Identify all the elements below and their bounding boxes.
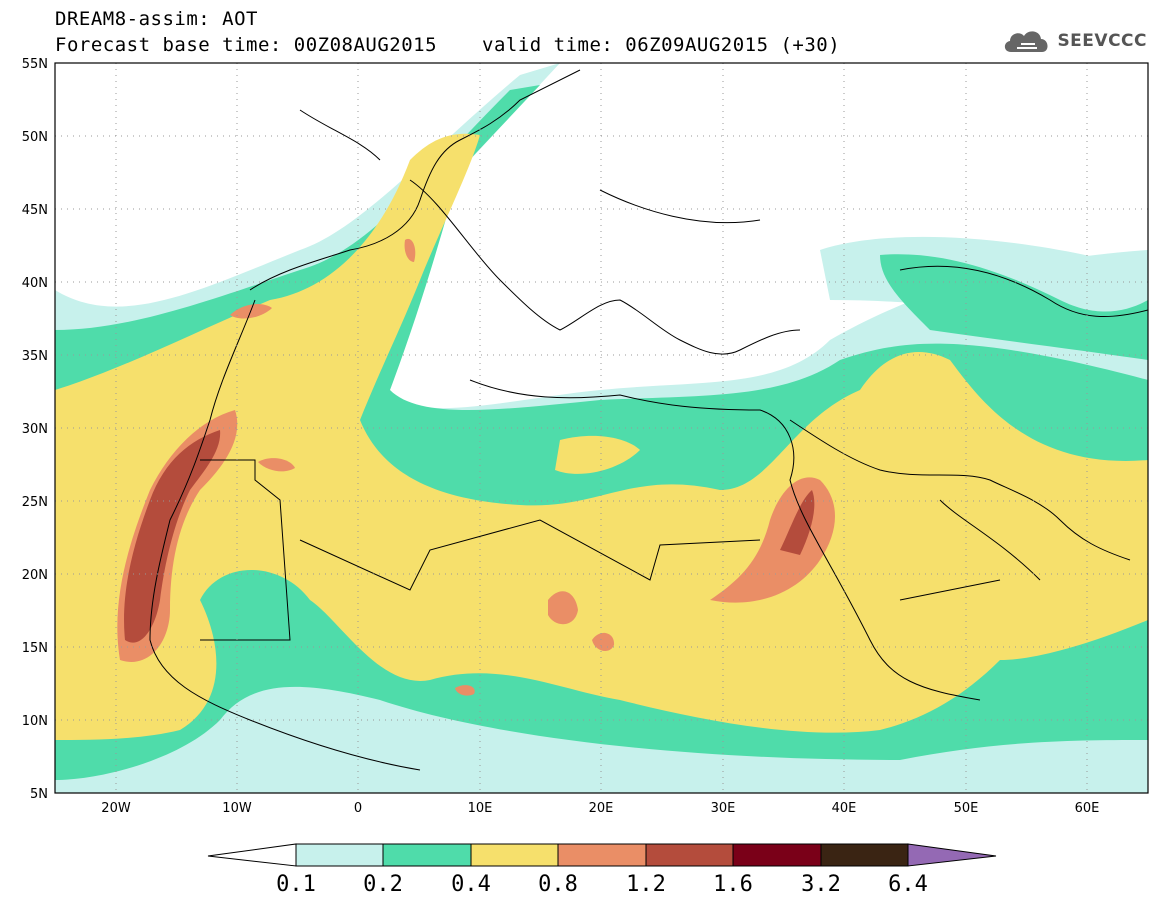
latitude-labels: 55N 50N 45N 40N 35N 30N 25N 20N 15N 10N …: [22, 57, 48, 802]
logo-text: SEEVCCC: [1057, 31, 1147, 51]
lon-label: 20W: [101, 801, 131, 816]
lon-label: 0: [354, 801, 362, 816]
coastlines: [149, 69, 1148, 771]
product-title: DREAM8-assim: AOT: [55, 8, 258, 30]
colorbar-low-arrow: [207, 843, 297, 867]
lat-label: 10N: [22, 714, 48, 729]
colorbar-label: 0.1: [276, 872, 316, 897]
colorbar-label: 6.4: [888, 872, 928, 897]
colorbar-label: 3.2: [801, 872, 841, 897]
colorbar-label: 0.4: [451, 872, 491, 897]
lon-label: 10E: [468, 801, 493, 816]
lon-label: 20E: [589, 801, 614, 816]
lat-label: 25N: [22, 495, 48, 510]
lon-label: 60E: [1075, 801, 1100, 816]
colorbar-high-arrow: [907, 843, 997, 867]
lat-label: 50N: [22, 130, 48, 145]
valid-time-label: valid time: 06Z09AUG2015 (+30): [482, 34, 841, 56]
longitude-labels: 20W 10W 0 10E 20E 30E 40E 50E 60E: [101, 801, 1099, 816]
colorbar-swatch: [295, 843, 384, 867]
lat-label: 30N: [22, 422, 48, 437]
cloud-icon: [1005, 31, 1048, 52]
colorbar-swatch: [820, 843, 909, 867]
colorbar-swatch: [557, 843, 647, 867]
map-frame: [54, 62, 1149, 794]
colorbar-swatch: [382, 843, 472, 867]
lat-label: 35N: [22, 349, 48, 364]
seevccc-logo: SEEVCCC: [1001, 26, 1147, 56]
colorbar-label: 1.6: [713, 872, 753, 897]
base-time-label: Forecast base time: 00Z08AUG2015: [55, 34, 438, 56]
colorbar-label: 0.2: [363, 872, 403, 897]
colorbar-label: 1.2: [626, 872, 666, 897]
lon-label: 30E: [711, 801, 736, 816]
colorbar-swatch: [470, 843, 559, 867]
lon-label: 10W: [222, 801, 252, 816]
colorbar: [207, 843, 997, 867]
lat-label: 20N: [22, 568, 48, 583]
lat-label: 15N: [22, 641, 48, 656]
lat-label: 45N: [22, 203, 48, 218]
colorbar-label: 0.8: [538, 872, 578, 897]
lat-label: 55N: [22, 57, 48, 72]
colorbar-swatch: [732, 843, 822, 867]
colorbar-swatch: [645, 843, 734, 867]
lat-label: 5N: [30, 787, 48, 802]
lon-label: 50E: [954, 801, 979, 816]
lon-label: 40E: [832, 801, 857, 816]
map-grid: [55, 63, 1148, 793]
lat-label: 40N: [22, 276, 48, 291]
